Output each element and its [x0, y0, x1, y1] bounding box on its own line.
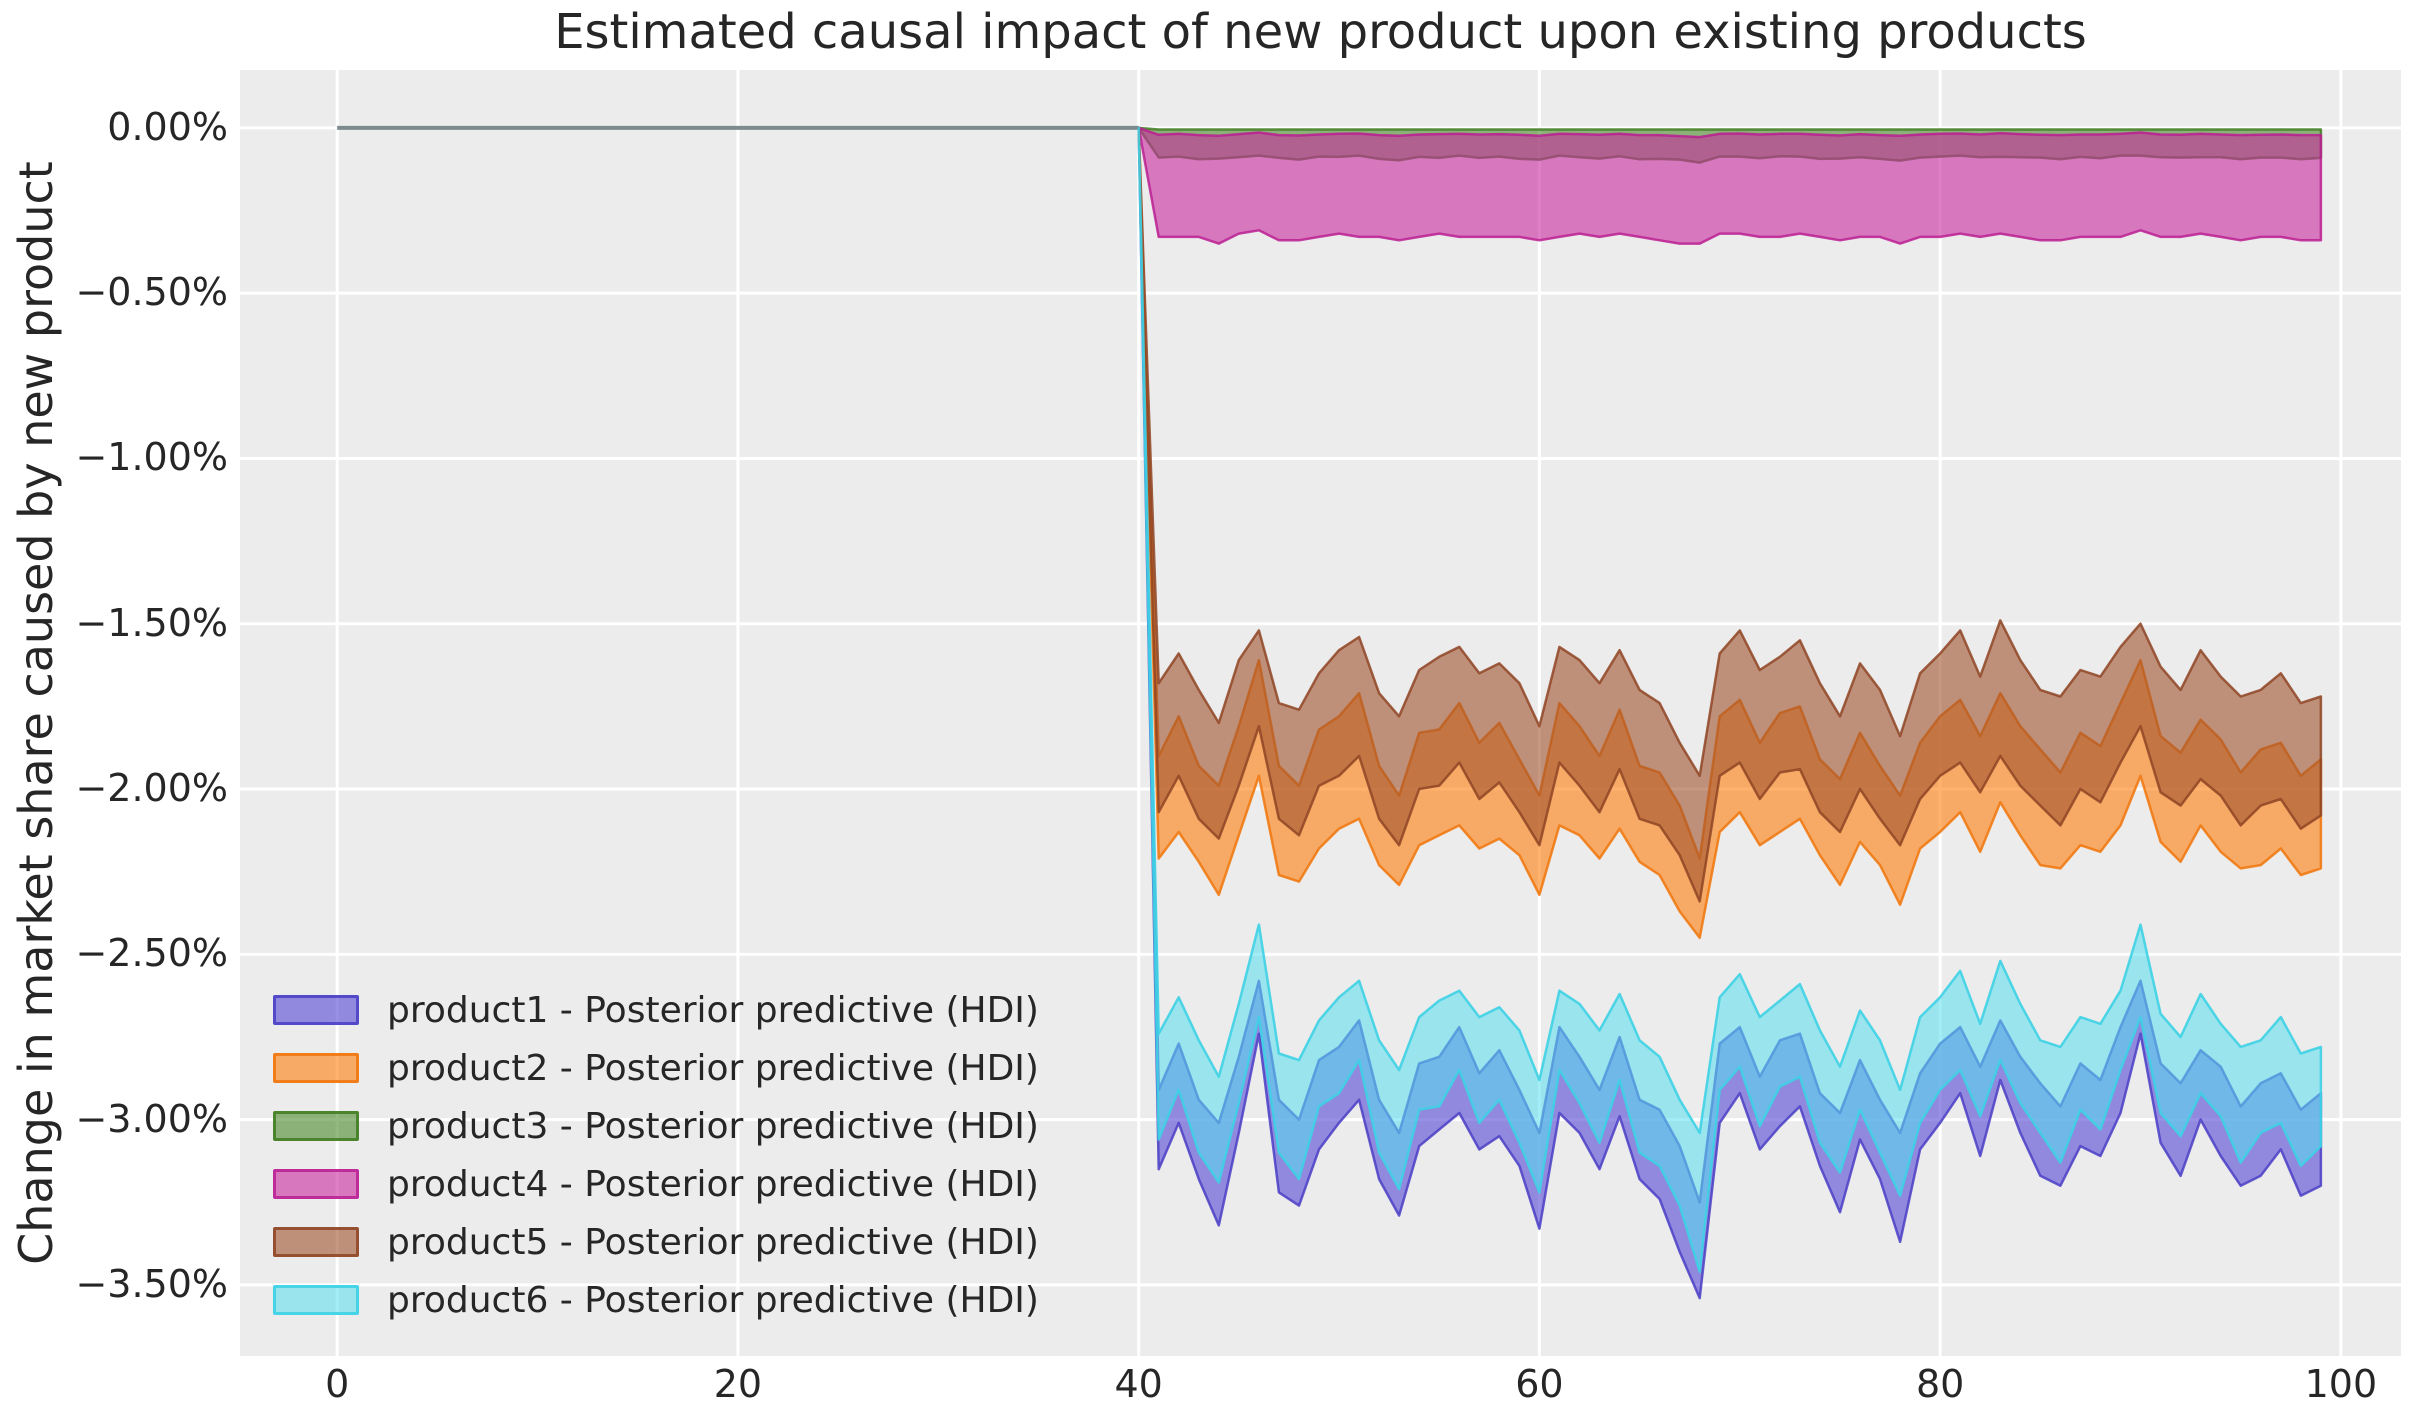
- legend-swatch-product2: [273, 1053, 359, 1083]
- legend-swatch-product5: [273, 1227, 359, 1257]
- y-tick-label: −2.50%: [75, 931, 228, 976]
- legend-row-product5: product5 - Posterior predictive (HDI): [273, 1213, 1039, 1271]
- hdi-band-product6: [1137, 126, 2323, 1273]
- legend-label-product5: product5 - Posterior predictive (HDI): [387, 1221, 1039, 1263]
- y-tick-label: −2.00%: [75, 766, 228, 811]
- x-tick-label: 40: [1114, 1362, 1163, 1406]
- legend-row-product2: product2 - Posterior predictive (HDI): [273, 1039, 1039, 1097]
- x-tick-label: 0: [325, 1362, 350, 1406]
- x-tick-label: 100: [2304, 1362, 2378, 1406]
- hdi-band-product4: [1137, 126, 2323, 245]
- y-axis-label: Change in market share caused by new pro…: [9, 161, 63, 1265]
- y-tick-label: −3.50%: [75, 1262, 228, 1307]
- y-tick-label: −0.50%: [75, 270, 228, 315]
- legend-label-product1: product1 - Posterior predictive (HDI): [387, 989, 1039, 1031]
- legend-row-product1: product1 - Posterior predictive (HDI): [273, 981, 1039, 1039]
- x-tick-label: 60: [1515, 1362, 1564, 1406]
- hdi-band-product5: [1137, 126, 2323, 903]
- legend-row-product6: product6 - Posterior predictive (HDI): [273, 1271, 1039, 1329]
- y-tick-label: −1.50%: [75, 600, 228, 645]
- legend-label-product6: product6 - Posterior predictive (HDI): [387, 1279, 1039, 1321]
- legend-swatch-product4: [273, 1169, 359, 1199]
- legend-label-product4: product4 - Posterior predictive (HDI): [387, 1163, 1039, 1205]
- legend-swatch-product3: [273, 1111, 359, 1141]
- legend-label-product2: product2 - Posterior predictive (HDI): [387, 1047, 1039, 1089]
- y-tick-label: 0.00%: [107, 104, 228, 149]
- chart-title: Estimated causal impact of new product u…: [554, 4, 2087, 60]
- legend-swatch-product1: [273, 995, 359, 1025]
- legend-row-product4: product4 - Posterior predictive (HDI): [273, 1155, 1039, 1213]
- legend-label-product3: product3 - Posterior predictive (HDI): [387, 1105, 1039, 1147]
- x-tick-label: 80: [1915, 1362, 1965, 1406]
- legend-row-product3: product3 - Posterior predictive (HDI): [273, 1097, 1039, 1155]
- legend-swatch-product6: [273, 1285, 359, 1315]
- y-tick-label: −3.00%: [75, 1096, 228, 1141]
- legend: product1 - Posterior predictive (HDI) pro…: [273, 981, 1039, 1329]
- y-tick-label: −1.00%: [75, 435, 228, 480]
- x-tick-label: 20: [713, 1362, 763, 1406]
